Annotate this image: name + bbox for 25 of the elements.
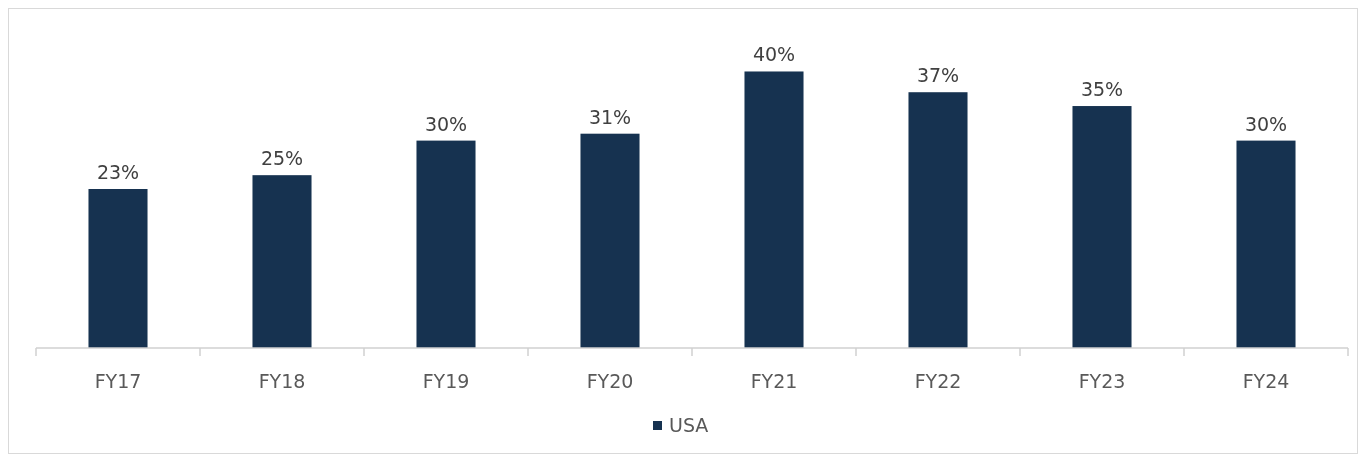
x-tick-label: FY23: [1078, 370, 1126, 392]
bar: [744, 71, 804, 348]
data-label: 40%: [752, 43, 796, 66]
bar: [88, 189, 148, 348]
bar: [1236, 140, 1296, 348]
x-tick-label: FY18: [258, 370, 306, 392]
x-tick-label: FY24: [1242, 370, 1290, 392]
x-tick-label: FY17: [94, 370, 142, 392]
bar: [252, 175, 312, 348]
x-tick-label: FY21: [750, 370, 798, 392]
data-label: 25%: [260, 147, 304, 170]
legend-label: USA: [669, 414, 709, 436]
x-tick-label: FY19: [422, 370, 470, 392]
x-tick-label: FY20: [586, 370, 634, 392]
data-label: 30%: [1244, 112, 1288, 135]
x-tick-label: FY22: [914, 370, 962, 392]
bar: [416, 140, 476, 348]
data-label: 35%: [1080, 78, 1124, 101]
data-label: 31%: [588, 105, 632, 128]
data-label: 23%: [96, 161, 140, 183]
bar: [1072, 106, 1132, 348]
data-label: 37%: [916, 64, 960, 87]
bar: [580, 133, 640, 348]
data-label: 30%: [424, 112, 468, 135]
bar: [908, 92, 968, 348]
